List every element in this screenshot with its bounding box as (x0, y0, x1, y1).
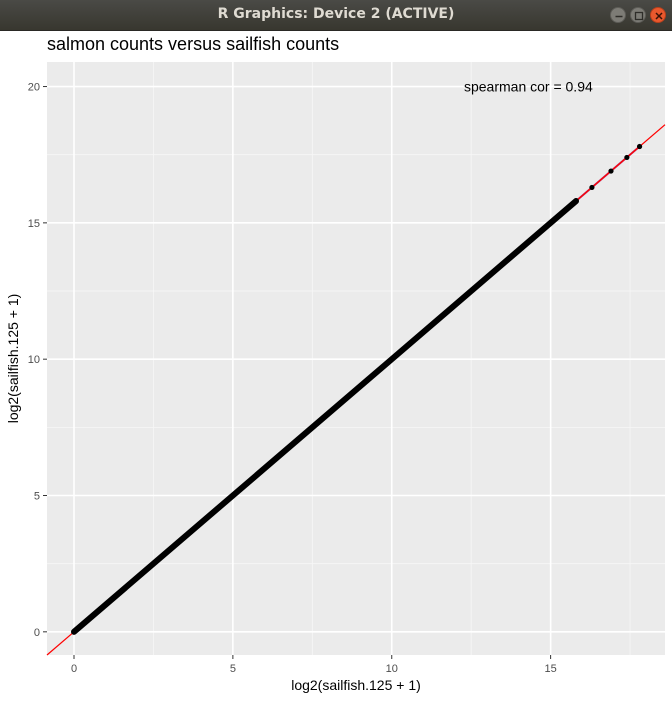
y-tick-label: 20 (28, 82, 40, 94)
y-axis-label: log2(sailfish.125 + 1) (5, 294, 21, 424)
data-point (624, 154, 630, 161)
window-title: R Graphics: Device 2 (ACTIVE) (217, 6, 455, 22)
correlation-annotation: spearman cor = 0.94 (464, 79, 593, 95)
data-point (554, 214, 560, 221)
data-point (636, 143, 643, 150)
data-point (589, 184, 595, 191)
chart-title: salmon counts versus sailfish counts (47, 34, 339, 54)
y-tick-label: 5 (34, 491, 40, 503)
x-tick-label: 15 (544, 663, 556, 675)
plot-area: salmon counts versus sailfish counts spe… (0, 30, 672, 701)
y-tick-label: 0 (34, 627, 40, 639)
x-tick-label: 5 (230, 663, 236, 675)
minimize-icon[interactable] (610, 7, 626, 23)
data-point (560, 209, 566, 215)
y-tick-label: 15 (28, 218, 40, 230)
dense-point-band (71, 198, 580, 635)
y-tick-label: 10 (28, 354, 40, 366)
x-axis-label: log2(sailfish.125 + 1) (291, 677, 421, 693)
window-titlebar[interactable]: R Graphics: Device 2 (ACTIVE) (0, 0, 672, 31)
data-point (608, 168, 614, 174)
data-points (71, 143, 643, 635)
data-point (573, 198, 579, 204)
data-point (548, 220, 554, 226)
data-point (71, 629, 77, 635)
scatter-chart: salmon counts versus sailfish counts spe… (5, 34, 666, 693)
maximize-icon[interactable] (630, 7, 646, 23)
data-point (535, 231, 541, 237)
axis-ticks: 0 5 10 15 0 5 10 15 20 (28, 82, 557, 675)
data-point (567, 203, 573, 210)
x-tick-label: 0 (71, 663, 77, 675)
x-tick-label: 10 (386, 663, 398, 675)
data-point (541, 225, 547, 231)
close-icon[interactable] (650, 7, 666, 23)
